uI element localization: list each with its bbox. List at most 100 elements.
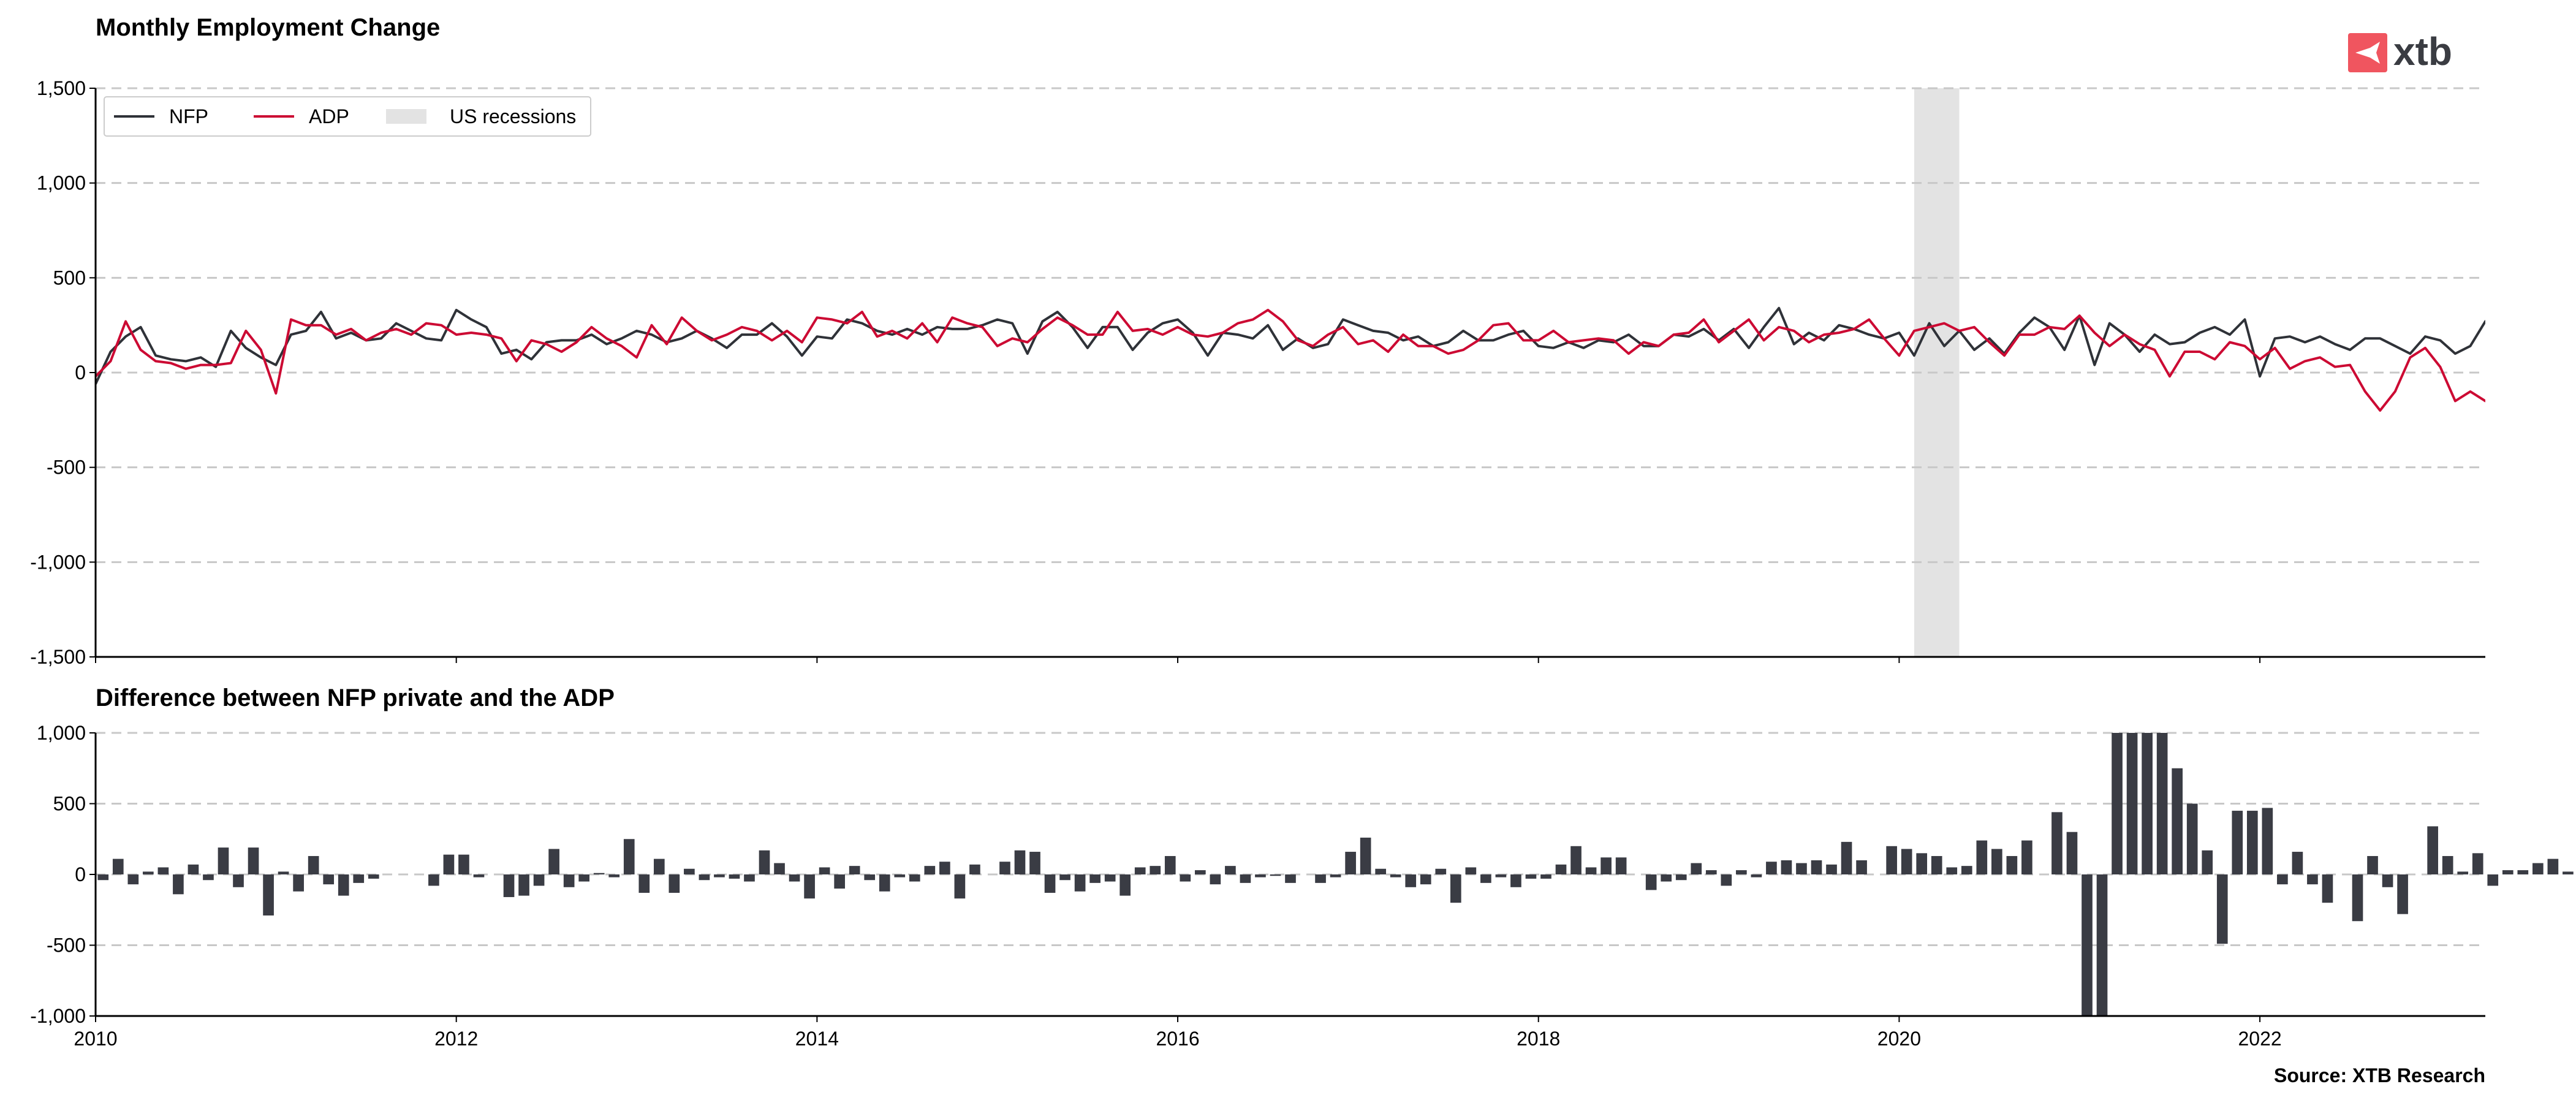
diff-bar [2382,874,2393,887]
top-y-tick-label: 1,500 [37,77,86,99]
diff-bar [2367,855,2378,874]
diff-bar [1525,874,1537,879]
diff-bar [1661,874,1672,882]
diff-bar [2517,870,2529,874]
diff-bar [1480,874,1491,883]
diff-bar [1886,846,1897,874]
diff-bar [1360,837,1371,874]
diff-bar [308,855,319,874]
diff-bar [2532,863,2544,874]
legend-nfp-label: NFP [169,105,208,127]
diff-bar [2202,850,2213,874]
diff-bar [518,874,529,896]
diff-bar [248,847,259,874]
bottom-y-tick-label: -500 [47,934,86,957]
diff-bar [879,874,890,892]
diff-bar [1405,874,1417,887]
diff-bar [2082,874,2093,1016]
diff-bar [548,849,559,874]
diff-bar [188,864,199,874]
diff-bar [2487,874,2499,886]
diff-bar [578,874,589,882]
top-y-tick-label: -500 [47,457,86,479]
diff-bar [2232,811,2243,874]
diff-bar [2186,803,2198,874]
diff-bar [2352,874,2363,922]
diff-bar [2246,811,2258,874]
diff-bar [1645,874,1657,890]
bottom-y-tick-label: 500 [53,793,86,815]
diff-bar [1961,866,1972,874]
diff-bar [2216,874,2228,944]
diff-bar [1089,874,1100,883]
top-y-tick-label: 1,000 [37,172,86,194]
diff-bar [924,866,936,874]
diff-bar [1014,850,1026,874]
diff-bar [263,874,274,915]
diff-bar [939,862,950,874]
diff-bar [203,874,214,881]
diff-bar [2307,874,2318,885]
diff-bar [1811,860,1822,874]
diff-bar [969,864,980,874]
diff-bar [1104,874,1116,882]
xtb-logo: xtb [2348,29,2452,74]
diff-bar [1375,868,1386,874]
diff-bar [638,874,650,893]
diff-bar [2066,832,2078,874]
diff-bar [849,866,860,874]
diff-bar [1826,864,1837,874]
xtb-logo-text: xtb [2393,29,2452,74]
diff-bar [443,854,455,874]
diff-bar [729,874,740,879]
legend: NFP ADP US recessions [104,96,591,137]
x-tick-label: 2012 [434,1028,478,1050]
diff-bar [1691,863,1702,874]
diff-bar [2277,874,2288,885]
diff-bar [1195,870,1206,874]
diff-bar [1450,874,1461,903]
bottom-panel: -1,000 -500 0 500 1,000 2010 2012 2014 2016 2018 2… [30,722,2574,1050]
diff-bar [1916,853,1928,874]
diff-bar [338,874,349,896]
diff-bar [2292,852,2303,874]
diff-bar [1330,874,1341,877]
diff-bar [1510,874,1521,887]
diff-bar [1270,874,1281,876]
diff-bar [563,874,575,887]
diff-bar [2126,733,2138,874]
diff-bar [1059,874,1070,881]
x-tick-label: 2014 [795,1028,839,1050]
diff-bar [669,874,680,893]
x-tick-label: 2016 [1156,1028,1199,1050]
diff-bar [112,859,124,874]
diff-bar [157,867,169,874]
diff-bar [1164,855,1176,874]
diff-bar [233,874,244,887]
diff-bar [1585,867,1597,874]
diff-bar [1766,862,1777,874]
legend-recession-swatch [386,109,426,124]
diff-bar [458,854,469,874]
diff-bar [323,874,335,885]
diff-bar [2112,733,2123,874]
diff-bar [2397,874,2408,914]
diff-bar [894,874,906,877]
diff-bar [1901,849,1912,874]
diff-bar [1225,866,1236,874]
diff-bar [789,874,800,882]
xtb-logo-glyph [2355,42,2380,64]
x-tick-label: 2022 [2238,1028,2281,1050]
diff-bar [1240,874,1251,883]
diff-bar [2172,768,2183,874]
diff-bar [1540,874,1551,879]
diff-bar [1705,870,1717,874]
diff-bar [864,874,876,881]
diff-bar [1856,860,1867,874]
diff-bar [173,874,184,895]
diff-bar [293,874,304,892]
diff-bar [1435,868,1447,874]
diff-bar [1946,867,1958,874]
